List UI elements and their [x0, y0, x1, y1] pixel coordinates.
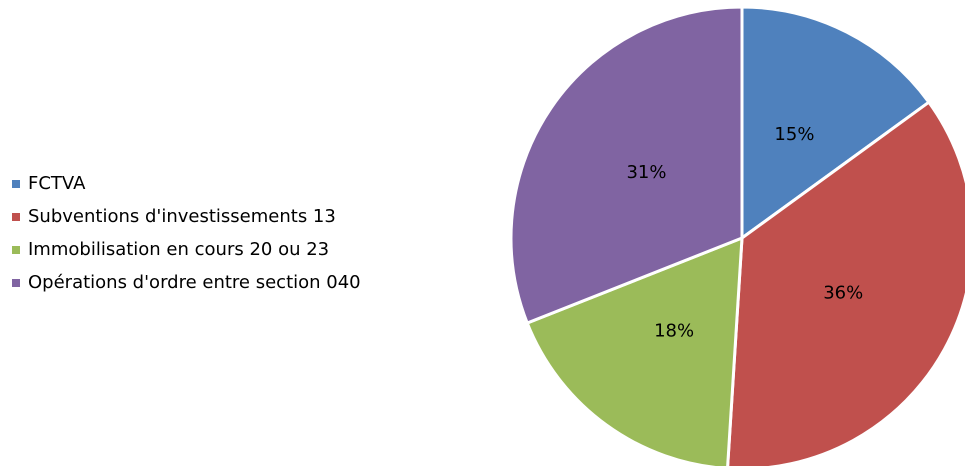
legend-marker	[12, 180, 20, 188]
pie-slice	[525, 235, 744, 466]
legend-marker	[12, 246, 20, 254]
legend-label: Opérations d'ordre entre section 040	[28, 272, 361, 293]
data-label: 18%	[654, 320, 694, 341]
legend-marker	[12, 213, 20, 221]
legend-marker	[12, 279, 20, 287]
legend-label: FCTVA	[28, 173, 86, 194]
data-label: 36%	[823, 283, 863, 304]
pie-slice	[726, 100, 965, 466]
data-label: 31%	[626, 162, 666, 183]
pie-slice	[740, 5, 931, 241]
legend-label: Immobilisation en cours 20 ou 23	[28, 239, 329, 260]
legend-label: Subventions d'investissements 13	[28, 206, 336, 227]
data-label: 15%	[774, 124, 814, 145]
pie-slice	[509, 5, 744, 325]
